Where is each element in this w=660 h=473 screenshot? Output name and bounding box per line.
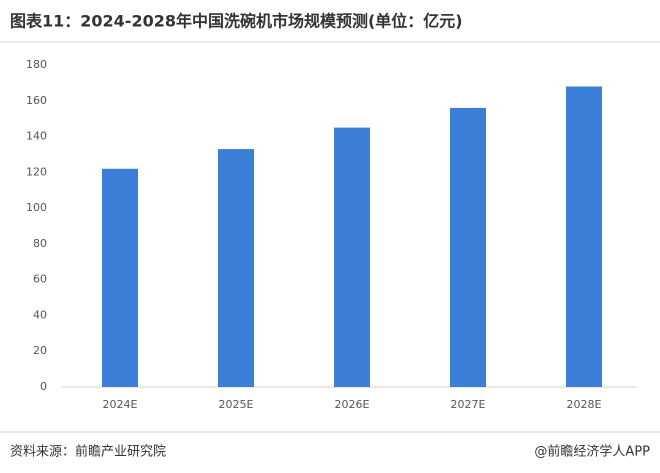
y-tick-label: 80 (33, 237, 47, 250)
x-tick-label: 2026E (335, 398, 370, 411)
y-tick-label: 120 (26, 165, 47, 178)
bar (218, 149, 254, 387)
bar (334, 127, 370, 387)
y-tick-label: 40 (33, 308, 47, 321)
bar (102, 168, 138, 387)
x-tick-label: 2025E (219, 398, 254, 411)
x-tick-label: 2028E (567, 398, 602, 411)
bar (450, 107, 486, 387)
x-tick-label: 2024E (103, 398, 138, 411)
y-tick-label: 140 (26, 130, 47, 143)
x-tick-label: 2027E (451, 398, 486, 411)
chart-title: 图表11：2024-2028年中国洗碗机市场规模预测(单位：亿元) (10, 12, 463, 31)
watermark: @前瞻经济学人APP (534, 444, 650, 460)
source-note: 资料来源：前瞻产业研究院 (10, 444, 166, 460)
y-tick-label: 180 (26, 58, 47, 71)
y-tick-label: 100 (26, 201, 47, 214)
y-tick-label: 0 (40, 380, 47, 393)
y-tick-label: 60 (33, 273, 47, 286)
y-tick-label: 20 (33, 344, 47, 357)
bar (566, 86, 602, 387)
y-tick-label: 160 (26, 94, 47, 107)
